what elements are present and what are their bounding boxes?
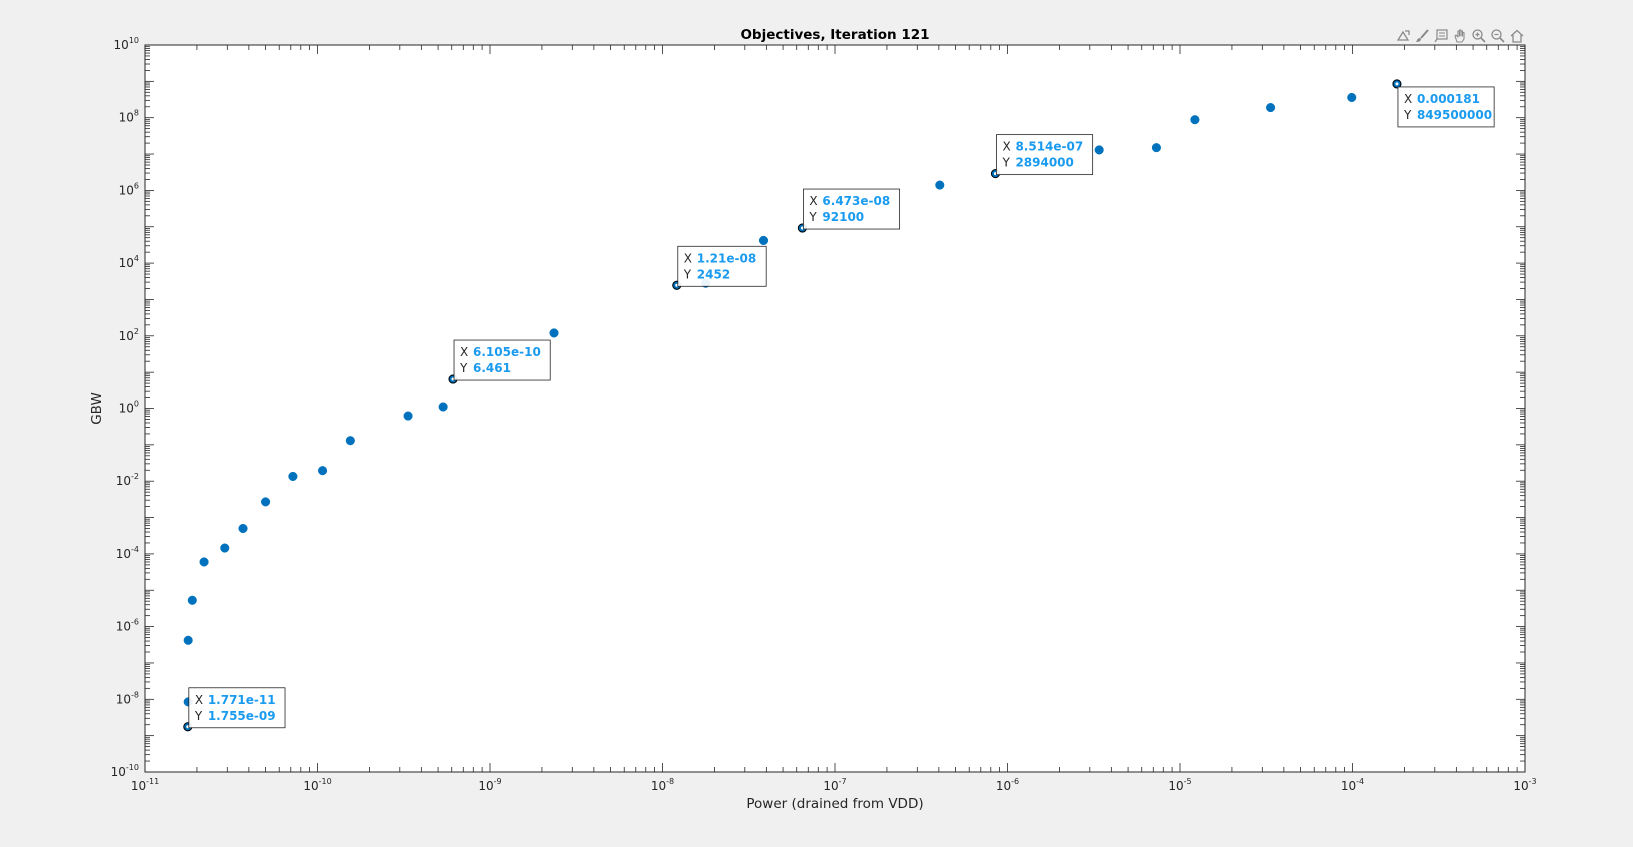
datatips: X 1.771e-11 Y 1.755e-09 X 6.105e-10 Y 6.461 X 1.2… xyxy=(183,79,1495,732)
datatip-y-value: 6.461 xyxy=(473,361,511,375)
y-tick-label: 10-8 xyxy=(116,690,139,706)
datatip-x-key: X xyxy=(809,194,817,208)
x-tick-label: 10-11 xyxy=(131,777,159,793)
x-tick-label: 10-6 xyxy=(996,777,1019,793)
y-tick-label: 10-4 xyxy=(116,545,139,561)
y-tick-label: 106 xyxy=(119,181,139,197)
datatip-y-value: 2894000 xyxy=(1015,156,1073,170)
datatip-y-key: Y xyxy=(1403,108,1412,122)
data-point[interactable] xyxy=(1094,145,1104,155)
datatip[interactable]: X 6.473e-08 Y 92100 xyxy=(797,188,901,233)
y-tick-label: 1010 xyxy=(114,36,139,52)
datatip-x-value: 6.105e-10 xyxy=(473,345,541,359)
datatip-y-value: 2452 xyxy=(697,267,730,281)
datatip-y-value: 849500000 xyxy=(1417,108,1492,122)
datatip[interactable]: X 1.21e-08 Y 2452 xyxy=(672,245,767,290)
datatip[interactable]: X 1.771e-11 Y 1.755e-09 xyxy=(183,687,286,732)
datatip-y-value: 92100 xyxy=(822,210,864,224)
y-axis-label: GBW xyxy=(89,392,105,425)
data-point[interactable] xyxy=(1347,92,1357,103)
data-point[interactable] xyxy=(220,543,230,553)
datatip-y-key: Y xyxy=(194,709,203,723)
data-point[interactable] xyxy=(403,411,413,421)
tick-labels: 10-11 10-10 10-9 10-8 10-7 10-6 10-5 10-4 10-310… xyxy=(111,36,1537,793)
data-point[interactable] xyxy=(345,436,355,446)
zoom-out-icon[interactable] xyxy=(1490,28,1506,44)
axis-ticks xyxy=(144,44,1526,773)
export-icon[interactable] xyxy=(1395,28,1411,44)
data-point[interactable] xyxy=(758,235,769,245)
data-point[interactable] xyxy=(1266,103,1276,113)
datatip-x-value: 1.21e-08 xyxy=(697,251,756,265)
datatip[interactable]: X 0.000181 Y 849500000 xyxy=(1392,79,1495,128)
data-point[interactable] xyxy=(1151,143,1161,153)
datatip-x-value: 0.000181 xyxy=(1417,92,1480,106)
datatip[interactable]: X 8.514e-07 Y 2894000 xyxy=(990,134,1094,179)
datatip-icon[interactable] xyxy=(1433,28,1449,44)
datatip-x-value: 8.514e-07 xyxy=(1015,140,1083,154)
x-axis-label: Power (drained from VDD) xyxy=(746,796,923,812)
data-point[interactable] xyxy=(199,557,209,567)
datatip-box xyxy=(677,245,767,287)
datatip-y-value: 1.755e-09 xyxy=(208,709,276,723)
datatip-x-key: X xyxy=(1404,92,1412,106)
x-tick-label: 10-8 xyxy=(651,777,674,793)
home-icon[interactable] xyxy=(1509,28,1525,44)
datatip-x-key: X xyxy=(1002,140,1010,154)
datatip-box xyxy=(453,339,551,381)
datatip-marker-dot xyxy=(1395,82,1399,86)
x-tick-label: 10-7 xyxy=(823,777,846,793)
data-point[interactable] xyxy=(318,466,328,476)
data-point[interactable] xyxy=(183,635,193,645)
datatip-box xyxy=(803,188,901,230)
axes-toolbar xyxy=(1395,26,1525,46)
zoom-in-icon[interactable] xyxy=(1471,28,1487,44)
data-point[interactable] xyxy=(438,402,448,412)
pan-icon[interactable] xyxy=(1452,28,1468,44)
chart-title: Objectives, Iteration 121 xyxy=(740,27,929,43)
x-tick-label: 10-3 xyxy=(1513,777,1536,793)
datatip-box xyxy=(188,687,286,729)
datatip-box xyxy=(1397,86,1495,128)
x-tick-label: 10-5 xyxy=(1168,777,1191,793)
brush-icon[interactable] xyxy=(1414,28,1430,44)
datatip[interactable]: X 6.105e-10 Y 6.461 xyxy=(448,339,551,384)
x-tick-label: 10-9 xyxy=(478,777,501,793)
x-tick-label: 10-4 xyxy=(1341,777,1364,793)
datatip-x-key: X xyxy=(684,251,692,265)
y-tick-label: 10-10 xyxy=(111,763,139,779)
data-point[interactable] xyxy=(549,328,559,338)
datatip-y-key: Y xyxy=(683,267,692,281)
datatip-x-value: 1.771e-11 xyxy=(208,693,276,707)
y-tick-label: 102 xyxy=(119,327,139,343)
datatip-box xyxy=(996,134,1094,176)
y-tick-label: 108 xyxy=(119,109,139,125)
y-tick-label: 10-2 xyxy=(116,472,139,488)
axes-background[interactable] xyxy=(145,45,1525,772)
x-tick-label: 10-10 xyxy=(303,777,331,793)
datatip-y-key: Y xyxy=(1001,156,1010,170)
datatip-x-key: X xyxy=(460,345,468,359)
y-tick-label: 104 xyxy=(119,254,139,270)
datatip-y-key: Y xyxy=(459,361,468,375)
y-tick-label: 10-6 xyxy=(116,618,139,634)
datatip-x-key: X xyxy=(195,693,203,707)
data-point[interactable] xyxy=(238,523,248,534)
datatip-y-key: Y xyxy=(808,210,817,224)
data-point[interactable] xyxy=(935,180,945,190)
axes-box xyxy=(144,44,1526,773)
datatip-x-value: 6.473e-08 xyxy=(822,194,890,208)
data-point[interactable] xyxy=(1190,115,1200,125)
data-point[interactable] xyxy=(261,497,271,507)
data-point[interactable] xyxy=(288,471,298,482)
data-point[interactable] xyxy=(187,595,197,605)
y-tick-label: 100 xyxy=(119,400,139,416)
